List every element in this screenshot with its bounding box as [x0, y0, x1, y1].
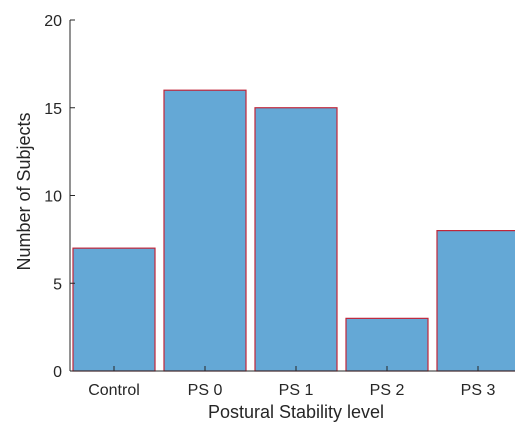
- y-axis: 0 5 10 15 20: [44, 13, 75, 381]
- y-tick-label: 15: [44, 101, 62, 118]
- bar-ps-0: [163, 89, 247, 372]
- x-tick-label: PS 2: [370, 382, 405, 399]
- bar-ps-3: [436, 230, 515, 372]
- x-axis-label: Postural Stability level: [208, 402, 384, 422]
- x-tick-label: PS 3: [461, 382, 496, 399]
- bar-ps-1: [254, 107, 338, 372]
- y-tick-label: 10: [44, 189, 62, 206]
- y-tick-label: 5: [53, 276, 62, 293]
- x-tick-label: PS 0: [188, 382, 223, 399]
- x-axis: Control PS 0 PS 1 PS 2 PS 3: [70, 366, 515, 399]
- x-tick-label: Control: [88, 382, 140, 399]
- x-tick-label: PS 1: [279, 382, 314, 399]
- bar-control: [72, 247, 156, 372]
- y-tick-label: 20: [44, 13, 62, 30]
- bars-group: [72, 89, 515, 372]
- y-axis-label: Number of Subjects: [14, 112, 34, 270]
- bar-ps-2: [345, 317, 429, 372]
- y-tick-label: 0: [53, 364, 62, 381]
